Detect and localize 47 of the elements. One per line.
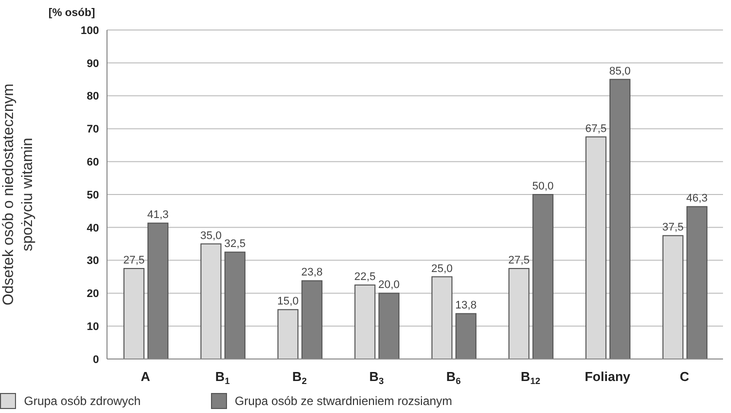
bar <box>200 243 222 359</box>
bar <box>662 235 684 359</box>
y-tick-label: 10 <box>86 321 99 334</box>
y-tick-label: 0 <box>92 354 99 366</box>
data-label: 27,5 <box>123 254 145 267</box>
data-label: 25,0 <box>431 262 453 275</box>
y-tick-label: 20 <box>86 288 99 300</box>
data-label: 15,0 <box>277 296 299 308</box>
data-label: 37,5 <box>662 222 684 234</box>
bar <box>354 284 376 359</box>
bar <box>508 268 530 359</box>
y-tick-label: 70 <box>86 124 99 136</box>
data-label: 13,8 <box>455 300 477 312</box>
data-label: 27,5 <box>508 254 530 267</box>
y-tick-label: 100 <box>80 24 99 37</box>
x-tick-label: B$_{3}$ <box>369 369 384 386</box>
y-tick-label: 90 <box>86 58 99 70</box>
legend-label: Grupa osób zdrowych <box>24 394 141 408</box>
x-tick-label: B$_{12}$ <box>520 369 540 386</box>
x-tick-label: B$_{6}$ <box>446 369 461 386</box>
text: [% osób] <box>48 7 96 19</box>
data-label: 50,0 <box>532 180 554 192</box>
data-label: 46,3 <box>686 192 708 205</box>
legend-label: Grupa osób ze stwardnieniem rozsianym <box>234 394 452 408</box>
bar <box>277 309 298 359</box>
data-label: 23,8 <box>301 266 323 279</box>
bar <box>431 276 452 359</box>
data-label: 67,5 <box>585 122 607 135</box>
x-tick-label: Foliany <box>584 369 632 384</box>
data-label: 41,3 <box>147 209 169 222</box>
bar <box>123 268 144 359</box>
y-axis-title: Odsetek osób o niedostatecznym spożyciu witamin <box>0 84 36 306</box>
data-label: 22,5 <box>354 270 376 283</box>
data-label: 32,5 <box>224 238 246 250</box>
data-label: 35,0 <box>200 230 222 242</box>
y-tick-label: 30 <box>86 255 99 268</box>
data-label: 85,0 <box>609 65 631 78</box>
x-tick-label: B$_{2}$ <box>292 369 307 386</box>
y-tick-label: 50 <box>86 189 99 202</box>
bar <box>585 136 606 359</box>
x-tick-label: A <box>140 369 151 384</box>
y-tick-label: 40 <box>86 222 99 234</box>
y-tick-label: 60 <box>86 156 99 169</box>
x-tick-label: C <box>680 369 690 384</box>
x-tick-label: B$_{1}$ <box>215 369 230 386</box>
data-label: 20,0 <box>378 279 400 292</box>
y-tick-label: 80 <box>86 90 99 103</box>
